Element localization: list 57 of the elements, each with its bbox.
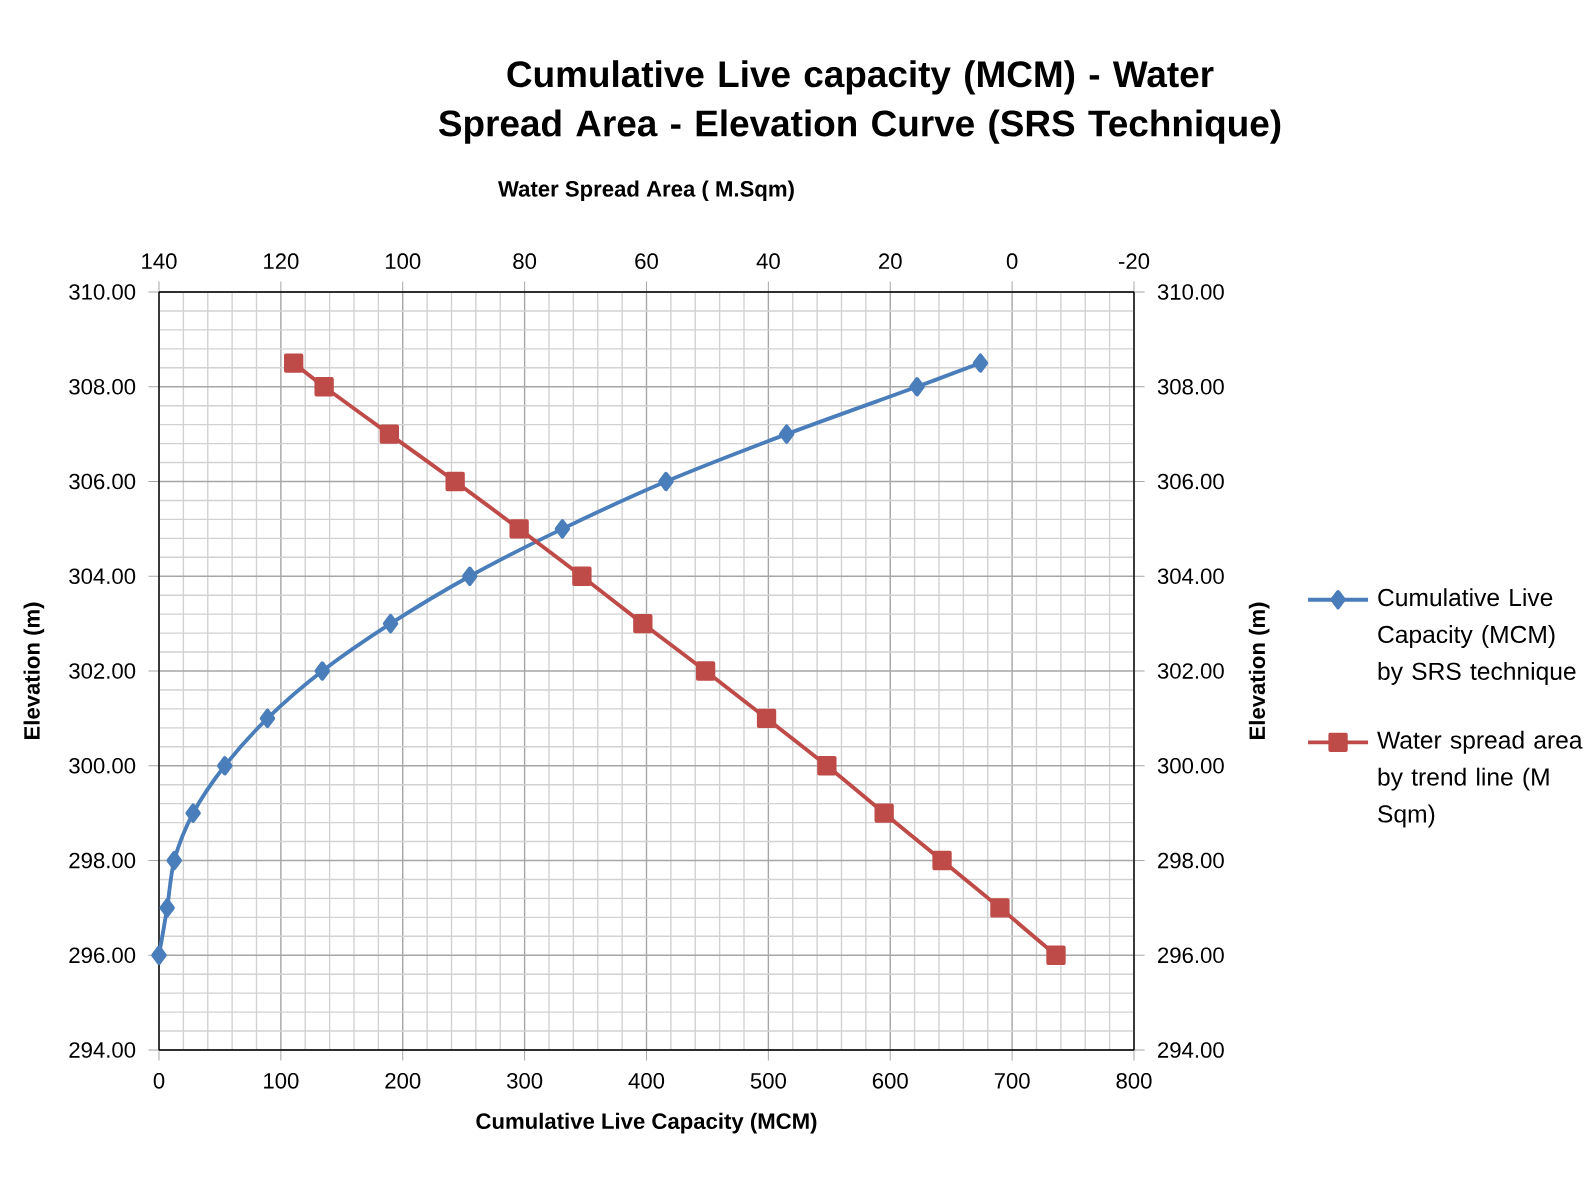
point: [972, 353, 989, 373]
x2-tick-label: 40: [756, 253, 780, 270]
x2-tick-label: -20: [1118, 253, 1150, 270]
y-tick-label: 296.00: [69, 947, 136, 964]
point: [159, 898, 175, 918]
y-tick-label: 306.00: [69, 473, 136, 490]
y2-tick-label: 304.00: [1157, 568, 1224, 585]
point: [778, 424, 795, 444]
y2-tick-label: 306.00: [1157, 473, 1224, 490]
y2-tick-label: 298.00: [1158, 852, 1224, 869]
x-tick-label: 800: [1116, 1072, 1152, 1089]
x2-tick-label: 120: [264, 253, 299, 270]
x2-tick-label: 140: [142, 253, 177, 270]
x2-tick-label: 0: [1006, 253, 1018, 270]
x-tick-label: 0: [153, 1072, 165, 1089]
y2-tick-label: 294.00: [1158, 1042, 1224, 1058]
x-axis-title: Cumulative Live Capacity (MCM): [476, 1112, 817, 1134]
y2-tick-label: 302.00: [1157, 663, 1224, 679]
legend-label: Water spread area by trend line (M Sqm): [1377, 730, 1583, 828]
y-tick-label: 300.00: [69, 757, 136, 774]
y-tick-label: 302.00: [69, 663, 136, 679]
y2-tick-label: 296.00: [1158, 947, 1224, 964]
x-tick-label: 700: [994, 1072, 1030, 1089]
x2-tick-label: 100: [385, 253, 421, 270]
x2-tick-label: 20: [879, 253, 902, 270]
y-tick-label: 308.00: [69, 378, 136, 395]
legend-label: Cumulative Live Capacity (MCM) by SRS technique: [1378, 588, 1576, 685]
x-tick-label: 200: [385, 1072, 421, 1089]
x-tick-label: 600: [872, 1072, 908, 1089]
x2-axis-title: Water Spread Area ( M.Sqm): [498, 180, 794, 202]
y2-tick-label: 308.00: [1157, 378, 1224, 395]
y-tick-label: 304.00: [69, 568, 136, 585]
point: [185, 803, 201, 823]
x-tick-label: 500: [750, 1072, 786, 1089]
x2-tick-label: 80: [513, 253, 537, 270]
y2-tick-label: 310.00: [1157, 284, 1224, 300]
y-tick-label: 298.00: [69, 852, 136, 869]
point: [554, 519, 571, 539]
y-axis-title: Elevation (m): [23, 602, 45, 740]
chart-title: Cumulative Live capacity (MCM) - Water Spread Area - Elevation Curve (SRS Technique): [438, 60, 1281, 144]
x-tick-label: 400: [628, 1072, 665, 1089]
point: [166, 850, 182, 871]
y2-axis-title: Elevation (m): [1248, 602, 1270, 740]
point: [382, 613, 399, 634]
x-tick-label: 300: [506, 1072, 543, 1089]
x-tick-label: 100: [264, 1072, 299, 1089]
point: [909, 377, 925, 397]
y2-tick-label: 300.00: [1157, 757, 1224, 774]
point: [462, 566, 478, 586]
x2-tick-label: 60: [635, 253, 658, 270]
point: [259, 708, 276, 729]
point: [217, 756, 233, 776]
y-tick-label: 310.00: [69, 284, 136, 300]
point: [314, 661, 331, 681]
point: [658, 471, 674, 492]
point: [151, 945, 167, 965]
y-tick-label: 294.00: [69, 1042, 136, 1058]
